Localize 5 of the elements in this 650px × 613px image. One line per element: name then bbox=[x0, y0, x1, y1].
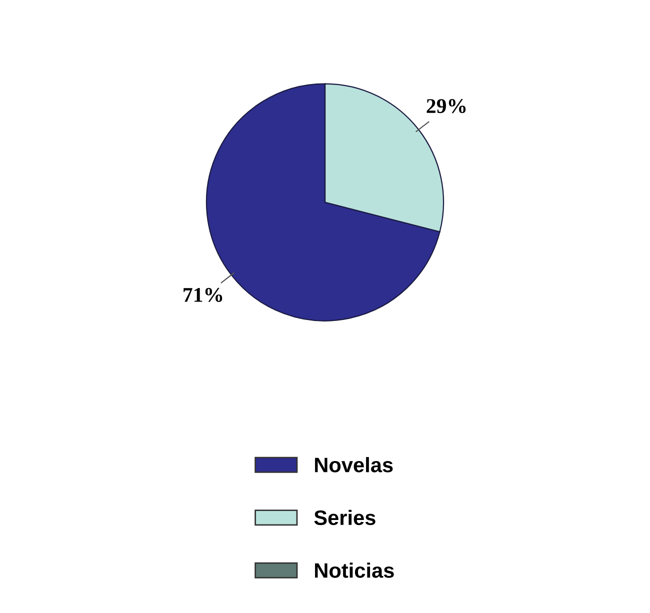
legend-label: Series bbox=[314, 510, 376, 526]
data-label: 71% bbox=[184, 288, 222, 302]
legend-label: Novelas bbox=[315, 457, 393, 472]
legend-label: Noticias bbox=[315, 562, 394, 578]
data-label: 29% bbox=[426, 99, 466, 114]
